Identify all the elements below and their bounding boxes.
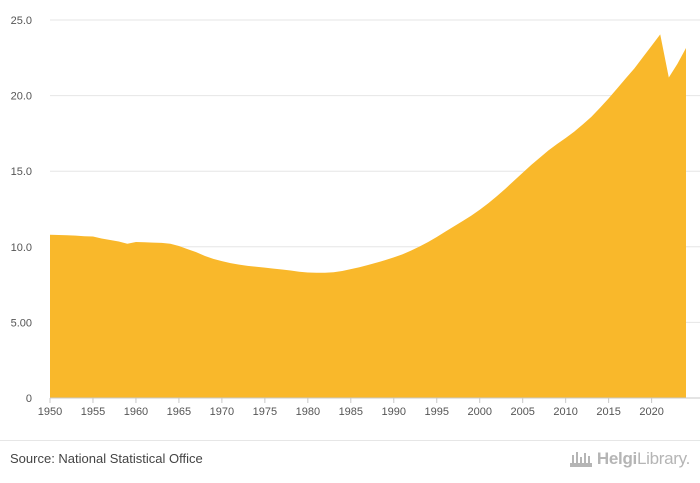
x-tick-label: 2020 — [639, 406, 663, 418]
y-tick-label: 10.0 — [11, 242, 32, 254]
footer-divider — [0, 440, 700, 441]
y-tick-label: 15.0 — [11, 166, 32, 178]
y-axis-tick-labels: 0 5.00 10.0 15.0 20.0 25.0 — [11, 15, 32, 405]
brand-name-light: Library. — [636, 449, 690, 468]
x-tick-label: 1990 — [382, 406, 406, 418]
x-tick-label: 1950 — [38, 406, 62, 418]
x-axis-ticks: 1950 1955 1960 1965 1970 1975 1980 1985 1990 1995… — [38, 398, 664, 418]
x-tick-label: 1965 — [167, 406, 191, 418]
brand-logo: HelgiLibrary. — [569, 446, 690, 472]
x-tick-label: 2015 — [596, 406, 620, 418]
brand-name-bold: Helgi — [596, 449, 637, 468]
y-tick-label: 5.00 — [11, 317, 32, 329]
y-tick-label: 0 — [26, 393, 32, 405]
x-tick-label: 1995 — [425, 406, 449, 418]
library-logo-icon — [569, 452, 592, 467]
y-tick-label: 20.0 — [11, 91, 32, 103]
x-tick-label: 2010 — [553, 406, 577, 418]
x-tick-label: 1985 — [339, 406, 363, 418]
x-tick-label: 1955 — [81, 406, 105, 418]
x-tick-label: 2000 — [467, 406, 491, 418]
series-area — [50, 34, 686, 399]
footer: Source: National Statistical Office Helg… — [0, 440, 700, 483]
y-tick-label: 25.0 — [11, 15, 32, 27]
x-tick-label: 1960 — [124, 406, 148, 418]
brand-name: HelgiLibrary. — [597, 449, 690, 469]
x-tick-label: 1975 — [253, 406, 277, 418]
x-tick-label: 2005 — [510, 406, 534, 418]
x-tick-label: 1980 — [296, 406, 320, 418]
source-note: Source: National Statistical Office — [10, 451, 203, 466]
x-tick-label: 1970 — [210, 406, 234, 418]
